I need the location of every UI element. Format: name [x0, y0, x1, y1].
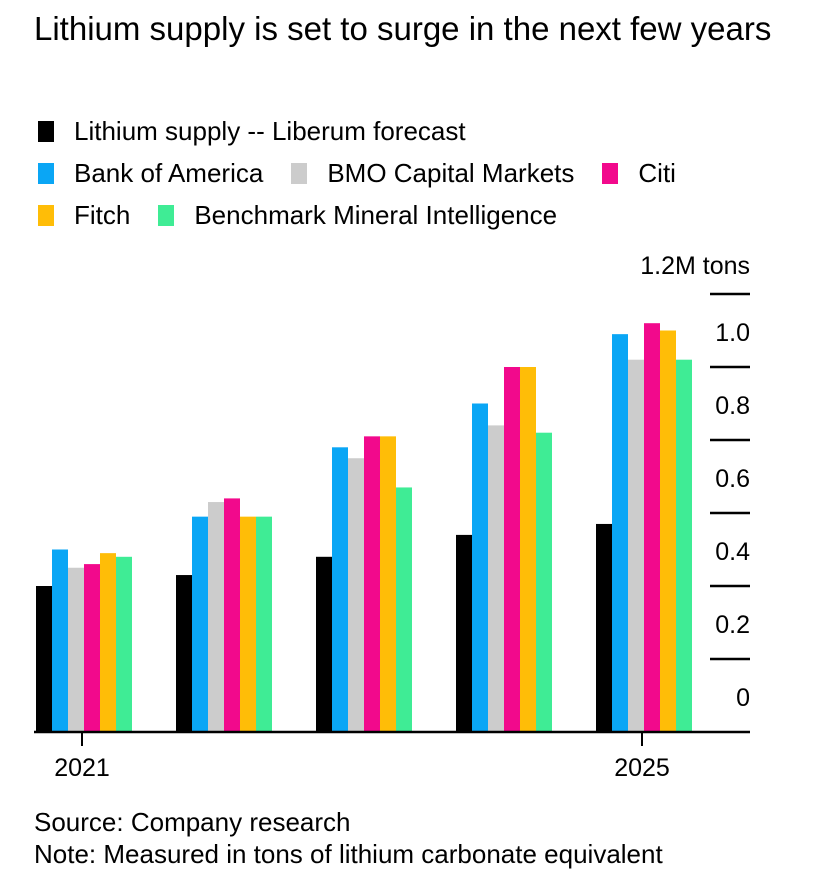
- y-tick-label: 0.2: [715, 611, 750, 639]
- bar-bmo-capital-markets-2022: [208, 502, 224, 732]
- legend-item-fitch: Fitch: [38, 200, 130, 230]
- legend-item-bmo: BMO Capital Markets: [291, 158, 574, 188]
- bar-citi-2021: [84, 564, 100, 732]
- legend-row: Lithium supply -- Liberum forecast: [38, 110, 798, 152]
- chart-title: Lithium supply is set to surge in the ne…: [34, 10, 772, 47]
- bar-benchmark-mineral-intelligence-2022: [256, 516, 272, 732]
- y-tick-label: 0.6: [715, 465, 750, 493]
- bar-bmo-capital-markets-2024: [488, 425, 504, 732]
- bar-fitch-2024: [520, 367, 536, 732]
- bar-bank-of-america-2023: [332, 447, 348, 732]
- bar-benchmark-mineral-intelligence-2024: [536, 432, 552, 732]
- bar-fitch-2021: [100, 553, 116, 732]
- bar-bank-of-america-2024: [472, 403, 488, 732]
- bars-layer: [36, 323, 692, 732]
- bar-benchmark-mineral-intelligence-2025: [676, 359, 692, 732]
- bar-citi-2024: [504, 367, 520, 732]
- bar-fitch-2023: [380, 436, 396, 732]
- legend-swatch-liberum: [38, 120, 54, 142]
- legend-label-bank-of-america: Bank of America: [74, 158, 264, 188]
- y-tick-label: 1.0: [715, 319, 750, 347]
- legend-swatch-fitch: [38, 204, 54, 226]
- legend-swatch-bmo: [291, 162, 308, 184]
- bar-bmo-capital-markets-2023: [348, 458, 364, 732]
- legend-label-bmo: BMO Capital Markets: [327, 158, 575, 188]
- y-tick-label: 0.4: [715, 538, 750, 566]
- bar-bmo-capital-markets-2021: [68, 567, 84, 732]
- legend-item-benchmark: Benchmark Mineral Intelligence: [158, 200, 557, 230]
- legend-label-citi: Citi: [638, 158, 676, 188]
- legend-swatch-citi: [602, 162, 619, 184]
- bar-citi-2025: [644, 323, 660, 732]
- legend-label-liberum: Lithium supply -- Liberum forecast: [74, 116, 466, 146]
- bar-bank-of-america-2025: [612, 334, 628, 732]
- bar-benchmark-mineral-intelligence-2021: [116, 556, 132, 732]
- legend-row: Bank of America BMO Capital Markets Citi: [38, 152, 798, 194]
- bar-lithium-supply-liberum-forecast-2021: [36, 586, 52, 732]
- bar-lithium-supply-liberum-forecast-2025: [596, 523, 612, 732]
- footer: Source: Company research Note: Measured …: [34, 806, 663, 870]
- source-note: Source: Company research: [34, 807, 351, 837]
- bar-fitch-2022: [240, 516, 256, 732]
- y-tick-label: 0: [736, 684, 750, 712]
- bar-lithium-supply-liberum-forecast-2022: [176, 575, 192, 732]
- y-tick-label: 0.8: [715, 392, 750, 420]
- bar-benchmark-mineral-intelligence-2023: [396, 487, 412, 732]
- legend-item-bank-of-america: Bank of America: [38, 158, 263, 188]
- x-axis: 2021 2025: [34, 730, 750, 782]
- legend-label-fitch: Fitch: [74, 200, 131, 230]
- bar-bmo-capital-markets-2025: [628, 359, 644, 732]
- y-axis: 0 0.2 0.4 0.6 0.8 1.0 1.2M tons: [640, 252, 750, 712]
- legend-label-benchmark: Benchmark Mineral Intelligence: [194, 200, 558, 230]
- bar-bank-of-america-2022: [192, 516, 208, 732]
- x-tick-label: 2025: [614, 754, 670, 782]
- legend: Lithium supply -- Liberum forecast Bank …: [38, 110, 798, 236]
- bar-citi-2022: [224, 498, 240, 732]
- bar-lithium-supply-liberum-forecast-2023: [316, 556, 332, 732]
- legend-swatch-bank-of-america: [38, 162, 54, 184]
- legend-item-liberum: Lithium supply -- Liberum forecast: [38, 116, 466, 146]
- bar-fitch-2025: [660, 330, 676, 732]
- measurement-note: Note: Measured in tons of lithium carbon…: [34, 839, 663, 869]
- y-tick-label: 1.2M tons: [640, 252, 750, 280]
- bar-citi-2023: [364, 436, 380, 732]
- legend-row: Fitch Benchmark Mineral Intelligence: [38, 194, 798, 236]
- bar-chart: 0 0.2 0.4 0.6 0.8 1.0 1.2M tons 2021 2025: [34, 252, 750, 782]
- x-tick-label: 2021: [54, 754, 110, 782]
- legend-swatch-benchmark: [158, 204, 175, 226]
- legend-item-citi: Citi: [602, 158, 676, 188]
- bar-bank-of-america-2021: [52, 549, 68, 732]
- bar-lithium-supply-liberum-forecast-2024: [456, 534, 472, 732]
